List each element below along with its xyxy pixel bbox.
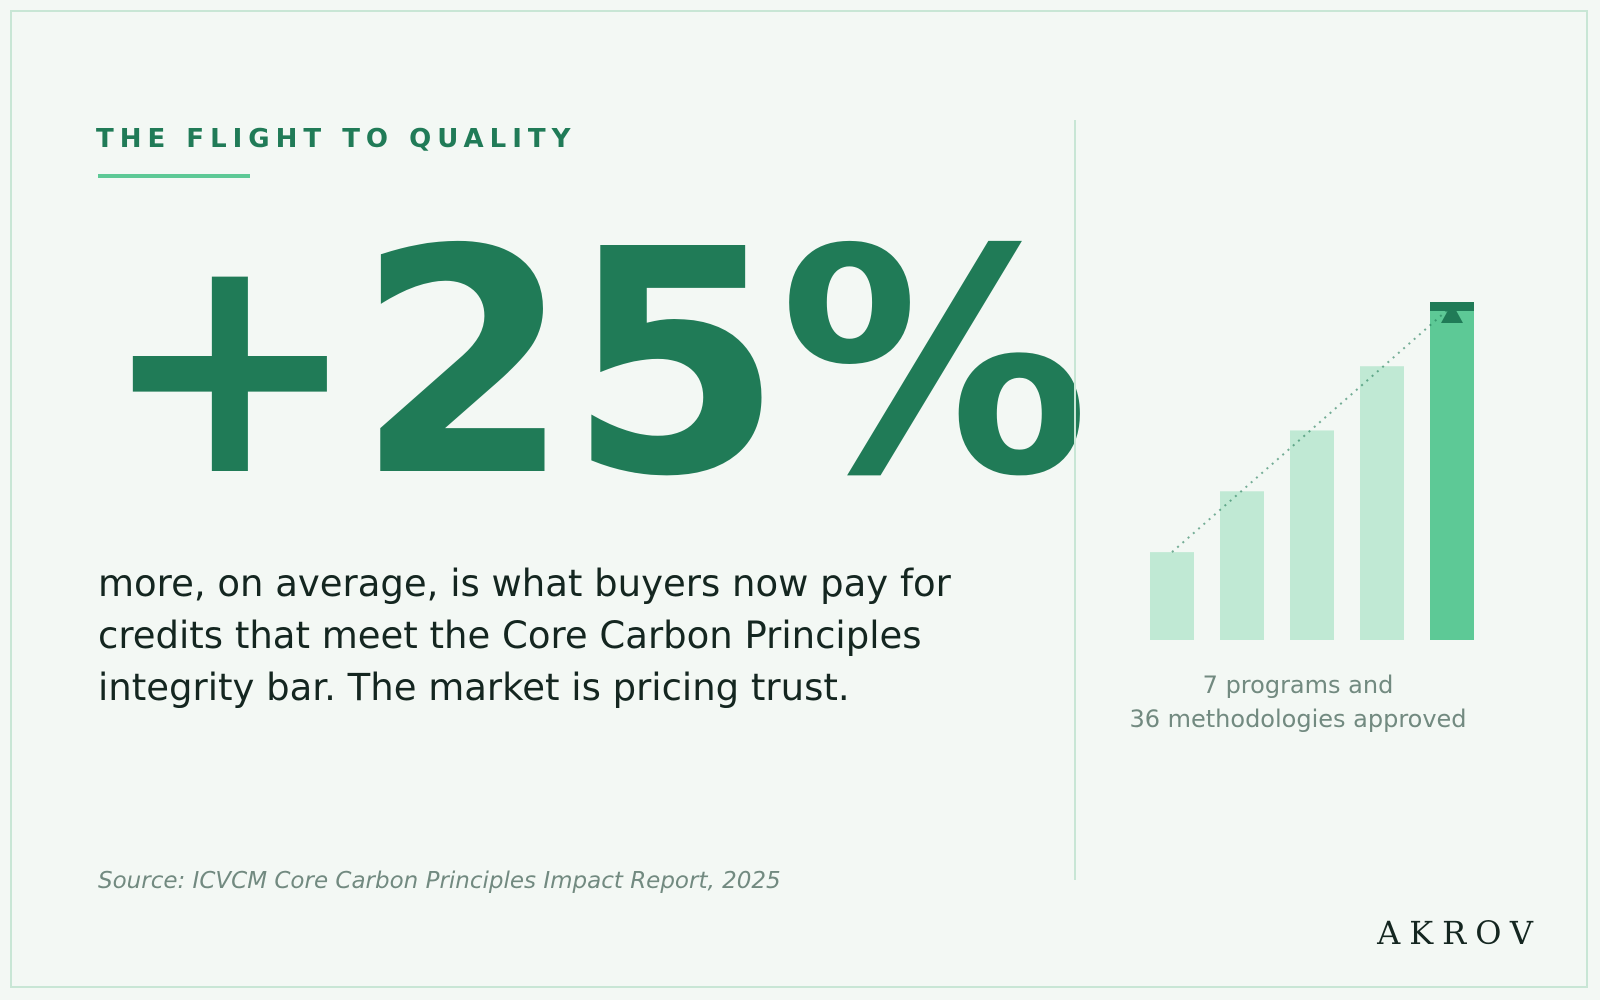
caption-line-2: 36 methodologies approved	[1129, 705, 1467, 733]
source-citation: Source: ICVCM Core Carbon Principles Imp…	[98, 868, 781, 894]
brand-logo: AKROV	[1377, 914, 1542, 952]
up-arrow-icon	[1441, 303, 1463, 323]
bar-highlight	[1430, 302, 1474, 640]
caption-line-1: 7 programs and	[1202, 671, 1394, 699]
card-frame	[10, 10, 1588, 988]
headline-stat: +25%	[100, 184, 1090, 545]
bar	[1290, 430, 1334, 640]
bar	[1360, 366, 1404, 640]
growth-bar-chart	[1150, 302, 1474, 640]
eyebrow-underline	[98, 174, 250, 178]
vertical-divider	[1074, 120, 1076, 880]
stat-description: more, on average, is what buyers now pay…	[98, 562, 951, 709]
bar	[1220, 491, 1264, 640]
bar	[1150, 552, 1194, 640]
eyebrow-heading: THE FLIGHT TO QUALITY	[96, 124, 577, 154]
chart-caption: 7 programs and 36 methodologies approved	[1098, 668, 1498, 736]
